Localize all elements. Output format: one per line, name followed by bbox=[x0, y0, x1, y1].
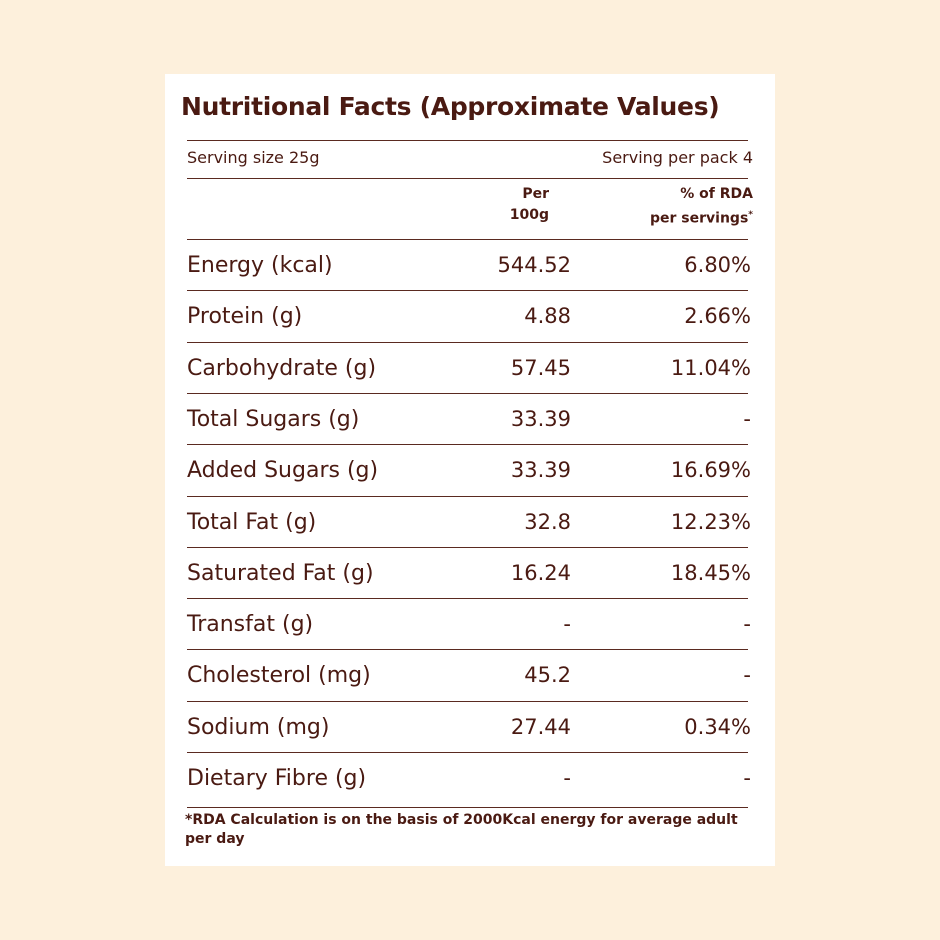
nutrient-per100: 57.45 bbox=[510, 355, 571, 380]
table-row: Carbohydrate (g) 57.45 11.04% bbox=[187, 343, 753, 394]
nutrient-rda: - bbox=[743, 612, 751, 637]
divider bbox=[187, 495, 748, 497]
divider bbox=[187, 649, 748, 651]
rda-footnote: *RDA Calculation is on the basis of 2000… bbox=[185, 812, 738, 847]
table-row: Cholesterol (mg) 45.2 - bbox=[187, 650, 753, 701]
divider bbox=[187, 444, 748, 446]
column-header-rda-line2-text: per servings bbox=[650, 210, 749, 227]
column-header-per100-line1: Per bbox=[522, 186, 549, 202]
serving-info: Serving size 25g Serving per pack 4 bbox=[187, 148, 753, 170]
nutrient-rda: 0.34% bbox=[684, 714, 751, 739]
divider bbox=[187, 239, 748, 240]
nutrient-per100: 4.88 bbox=[524, 304, 571, 329]
column-header-per100-line2: 100g bbox=[509, 207, 549, 223]
nutrient-per100: - bbox=[563, 612, 571, 637]
nutrient-name: Added Sugars (g) bbox=[187, 458, 379, 484]
nutrient-name: Total Sugars (g) bbox=[187, 406, 360, 432]
divider bbox=[187, 546, 748, 548]
nutrient-name: Total Fat (g) bbox=[187, 509, 317, 535]
column-header-rda: % of RDA per servings* bbox=[650, 184, 753, 230]
serving-per-pack: Serving per pack 4 bbox=[602, 148, 753, 167]
table-row: Added Sugars (g) 33.39 16.69% bbox=[187, 445, 753, 496]
divider bbox=[187, 807, 748, 809]
nutrient-name: Sodium (mg) bbox=[187, 714, 330, 740]
nutrient-per100: 45.2 bbox=[524, 663, 571, 688]
divider bbox=[187, 290, 748, 292]
nutrient-rda: 16.69% bbox=[670, 458, 751, 483]
nutrient-rda: - bbox=[743, 663, 751, 688]
column-header-rda-line2: per servings* bbox=[650, 205, 753, 230]
nutrient-rda: 6.80% bbox=[684, 253, 751, 277]
nutrient-name: Cholesterol (mg) bbox=[187, 663, 371, 689]
table-row: Saturated Fat (g) 16.24 18.45% bbox=[187, 548, 753, 599]
nutrient-name: Energy (kcal) bbox=[187, 253, 333, 278]
nutrient-per100: 33.39 bbox=[510, 458, 571, 483]
nutrient-rda: 11.04% bbox=[670, 355, 751, 380]
nutrient-per100: 16.24 bbox=[510, 560, 571, 585]
divider bbox=[187, 341, 748, 343]
nutrient-name: Transfat (g) bbox=[187, 612, 314, 638]
page-title: Nutritional Facts (Approximate Values) bbox=[181, 92, 720, 121]
nutrient-per100: 544.52 bbox=[497, 253, 571, 277]
nutrition-facts-card: Nutritional Facts (Approximate Values) S… bbox=[165, 74, 775, 866]
divider bbox=[187, 598, 748, 600]
column-header-rda-line1: % of RDA bbox=[680, 186, 753, 202]
nutrient-per100: 27.44 bbox=[510, 714, 571, 739]
serving-size: Serving size 25g bbox=[187, 148, 320, 167]
nutrient-per100: - bbox=[563, 766, 571, 790]
nutrient-per100: 32.8 bbox=[524, 509, 571, 534]
nutrient-name: Dietary Fibre (g) bbox=[187, 766, 367, 791]
nutrient-rda: - bbox=[743, 766, 751, 790]
nutrient-name: Protein (g) bbox=[187, 304, 303, 330]
divider bbox=[187, 392, 748, 394]
nutrient-rda: 12.23% bbox=[670, 509, 751, 534]
table-row: Transfat (g) - - bbox=[187, 599, 753, 650]
nutrient-rda: 18.45% bbox=[670, 560, 751, 585]
table-row: Energy (kcal) 544.52 6.80% bbox=[187, 240, 753, 291]
table-row: Sodium (mg) 27.44 0.34% bbox=[187, 702, 753, 753]
divider bbox=[187, 140, 748, 141]
nutrient-name: Carbohydrate (g) bbox=[187, 355, 377, 381]
table-row: Total Fat (g) 32.8 12.23% bbox=[187, 497, 753, 548]
nutrient-name: Saturated Fat (g) bbox=[187, 560, 374, 586]
column-header-per100: Per 100g bbox=[510, 184, 549, 226]
nutrient-per100: 33.39 bbox=[510, 406, 571, 431]
divider bbox=[187, 752, 748, 753]
rda-footnote-mark: * bbox=[748, 210, 753, 220]
table-row: Protein (g) 4.88 2.66% bbox=[187, 291, 753, 342]
table-row: Dietary Fibre (g) - - bbox=[187, 753, 753, 804]
nutrient-rda: 2.66% bbox=[684, 304, 751, 329]
nutrient-rda: - bbox=[743, 406, 751, 431]
divider bbox=[187, 178, 748, 179]
table-row: Total Sugars (g) 33.39 - bbox=[187, 394, 753, 445]
divider bbox=[187, 700, 748, 702]
